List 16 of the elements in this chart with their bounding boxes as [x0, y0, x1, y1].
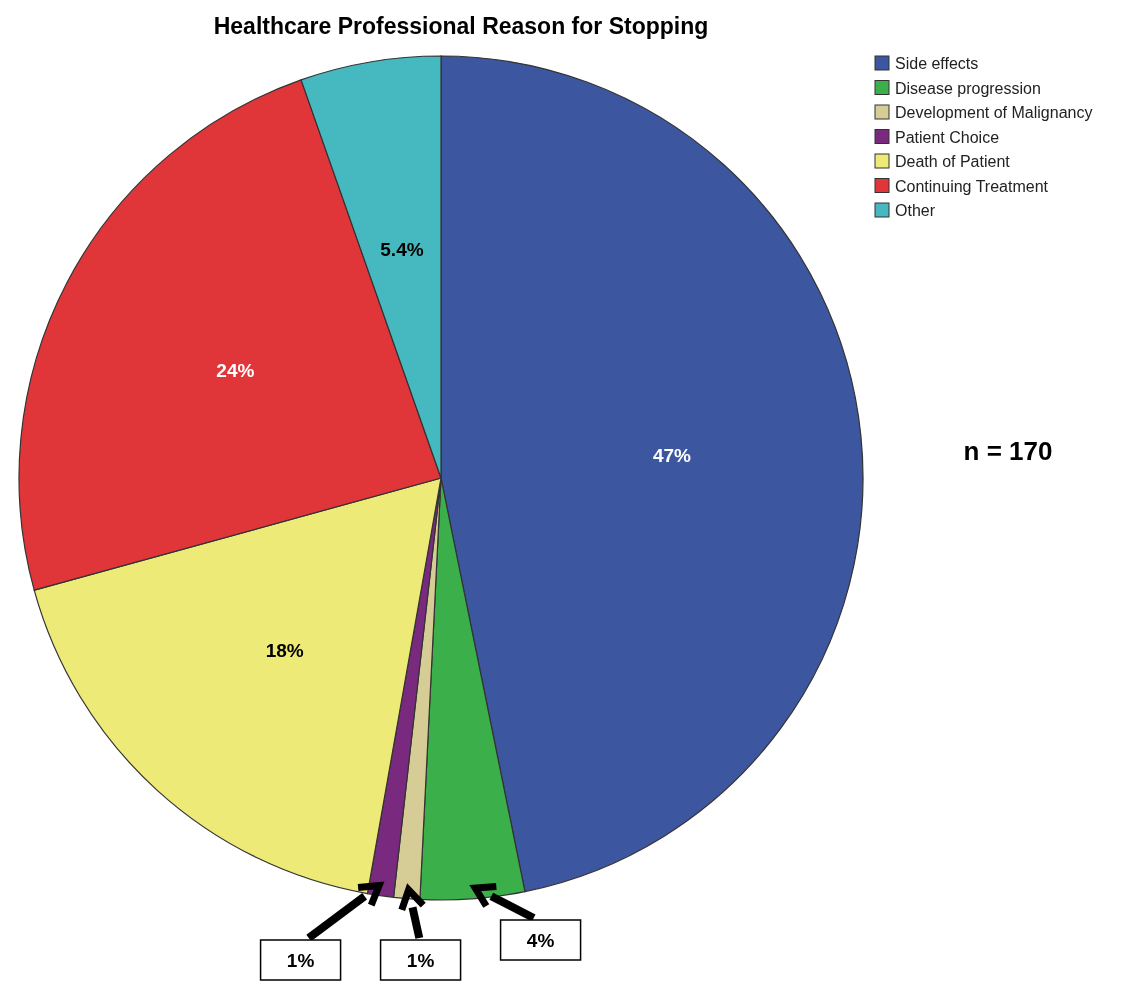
data-label: 5.4% [380, 239, 424, 261]
data-label: 1% [406, 950, 435, 971]
data-label: 18% [265, 639, 304, 661]
legend-label: Continuing Treatment [895, 177, 1049, 195]
data-label: 47% [652, 444, 692, 466]
chart-title: Healthcare Professional Reason for Stopping [213, 13, 709, 39]
data-label: 24% [216, 360, 255, 382]
legend-label: Side effects [895, 55, 979, 72]
data-label: 4% [526, 930, 555, 951]
data-label: 1% [286, 950, 315, 971]
legend-label: Other [895, 202, 936, 219]
legend-label: Development of Malignancy [895, 104, 1093, 121]
legend-label: Patient Choice [895, 128, 1000, 146]
legend-label: Death of Patient [895, 153, 1011, 170]
text: n = 170 [963, 436, 1053, 466]
legend-label: Disease progression [895, 79, 1041, 97]
